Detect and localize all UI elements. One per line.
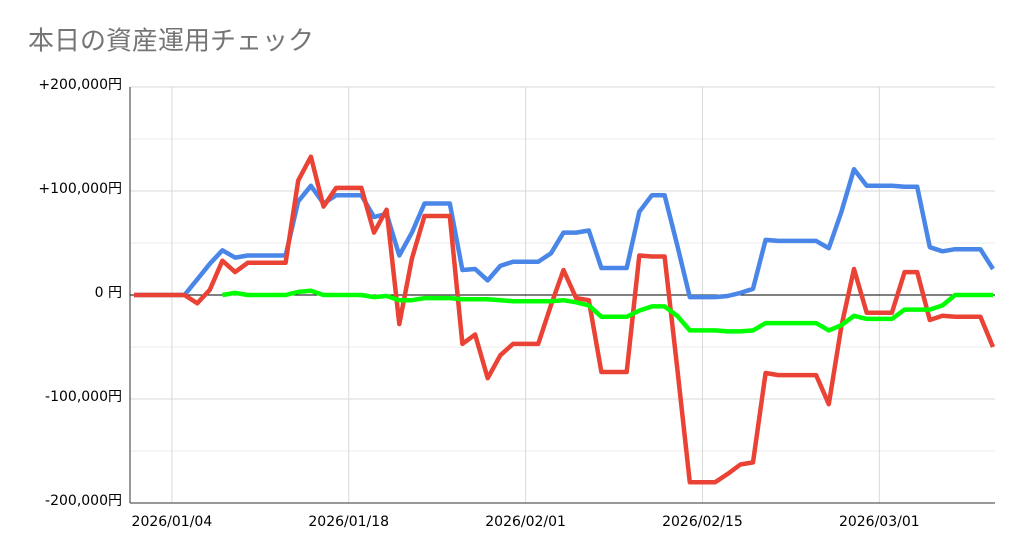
y-tick-label: -200,000円 [45, 493, 122, 509]
x-tick-label: 2026/02/01 [485, 514, 566, 530]
x-tick-label: 2026/01/18 [308, 514, 389, 530]
chart-title: 本日の資産運用チェック [28, 27, 314, 57]
series-line [222, 288, 993, 334]
x-tick-label: 2026/02/15 [662, 514, 743, 530]
x-tick-label: 2026/03/01 [839, 514, 920, 530]
y-tick-label: 0 円 [95, 285, 122, 301]
y-tick-label: +100,000円 [38, 181, 122, 197]
y-tick-label: -100,000円 [45, 389, 122, 405]
series-line [134, 166, 995, 300]
y-tick-label: +200,000円 [38, 77, 122, 93]
x-tick-label: 2026/01/04 [132, 514, 213, 530]
series-line [134, 154, 996, 485]
